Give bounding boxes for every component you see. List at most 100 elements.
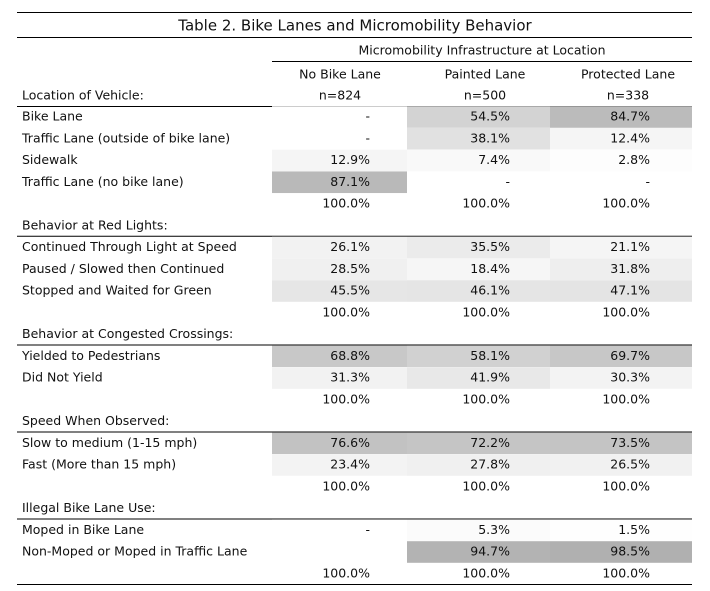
row-label: Paused / Slowed then Continued [22,261,224,276]
total-value: 100.0% [322,196,370,211]
cell-shade [550,432,692,455]
cell-shade [550,367,692,389]
cell-shade [407,106,550,128]
section-title: Illegal Bike Lane Use: [22,500,156,515]
cell-shade [272,127,407,150]
cell-shade [550,106,692,128]
cell-shade [272,149,407,172]
cell-shade [407,127,550,150]
cell-value: 21.1% [610,239,650,254]
row-label: Yielded to Pedestrians [21,348,160,363]
cell-shade [550,541,692,563]
cell-value: 12.4% [610,130,650,145]
row-header: Location of Vehicle: [22,88,144,103]
cell-value: 30.3% [610,370,650,385]
table-title: Table 2. Bike Lanes and Micromobility Be… [177,17,532,35]
column-count: n=338 [607,88,649,103]
cell-value: 72.2% [470,435,510,450]
cell-shade [407,236,550,259]
section-title: Behavior at Congested Crossings: [22,326,233,341]
cell-value: 5.3% [478,522,510,537]
total-value: 100.0% [462,478,510,493]
cell-shade [407,541,550,563]
total-value: 100.0% [462,196,510,211]
column-header: Painted Lane [445,67,526,82]
cell-shade [272,432,407,455]
cell-value: 26.5% [610,457,650,472]
cell-value: 31.3% [330,370,370,385]
row-label: Stopped and Waited for Green [22,283,212,298]
total-value: 100.0% [602,565,650,580]
column-count: n=824 [319,88,361,103]
cell-shade [272,541,407,563]
cell-shade [272,280,407,302]
cell-value: 46.1% [470,283,510,298]
cell-shade [550,236,692,259]
cell-value: 18.4% [470,261,510,276]
cell-shade [550,149,692,172]
cell-shade [550,127,692,150]
cell-value: 27.8% [470,457,510,472]
cell-value: 35.5% [470,239,510,254]
cell-value: 12.9% [330,152,370,167]
row-label: Non-Moped or Moped in Traffic Lane [22,544,248,559]
cell-value: - [365,130,370,145]
total-value: 100.0% [602,196,650,211]
cell-value: 69.7% [610,348,650,363]
cell-shade [407,280,550,302]
total-value: 100.0% [322,391,370,406]
row-label: Traffic Lane (outside of bike lane) [21,130,230,145]
row-label: Did Not Yield [22,370,103,385]
row-label: Continued Through Light at Speed [22,239,237,254]
total-value: 100.0% [462,391,510,406]
section-title: Speed When Observed: [22,413,169,428]
total-value: 100.0% [602,391,650,406]
cell-value: 31.8% [610,261,650,276]
row-label: Slow to medium (1-15 mph) [22,435,197,450]
cell-value: 54.5% [470,109,510,124]
total-value: 100.0% [322,478,370,493]
cell-value: - [505,174,510,189]
cell-shade [272,454,407,476]
cell-value: 58.1% [470,348,510,363]
cell-value: 73.5% [610,435,650,450]
cell-shade [272,519,407,542]
cell-value: - [645,174,650,189]
cell-value: 1.5% [618,522,650,537]
cell-value: 2.8% [618,152,650,167]
row-label: Moped in Bike Lane [22,522,144,537]
cell-value: 26.1% [330,239,370,254]
total-value: 100.0% [602,478,650,493]
cell-shade [407,345,550,368]
row-label: Fast (More than 15 mph) [22,457,176,472]
cell-shade [407,519,550,542]
cell-value: 76.6% [330,435,370,450]
row-label: Sidewalk [22,152,78,167]
total-value: 100.0% [602,304,650,319]
column-count: n=500 [464,88,506,103]
cell-shade [550,454,692,476]
column-header: No Bike Lane [299,67,381,82]
cell-value: 47.1% [610,283,650,298]
cell-shade [407,258,550,281]
row-label: Traffic Lane (no bike lane) [21,174,184,189]
row-label: Bike Lane [22,109,83,124]
cell-shade [407,149,550,172]
cell-shade [550,280,692,302]
cell-shade [407,454,550,476]
cell-value: 87.1% [330,174,370,189]
cell-value: - [365,109,370,124]
cell-value: 94.7% [470,544,510,559]
total-value: 100.0% [462,565,510,580]
total-value: 100.0% [462,304,510,319]
cell-shade [550,345,692,368]
column-group: Micromobility Infrastructure at Location [358,43,605,58]
cell-value: 7.4% [478,152,510,167]
cell-value: 84.7% [610,109,650,124]
cell-value: 45.5% [330,283,370,298]
section-title: Behavior at Red Lights: [22,217,168,232]
cell-shade [407,367,550,389]
cell-value: 98.5% [610,544,650,559]
cell-value: 38.1% [470,130,510,145]
